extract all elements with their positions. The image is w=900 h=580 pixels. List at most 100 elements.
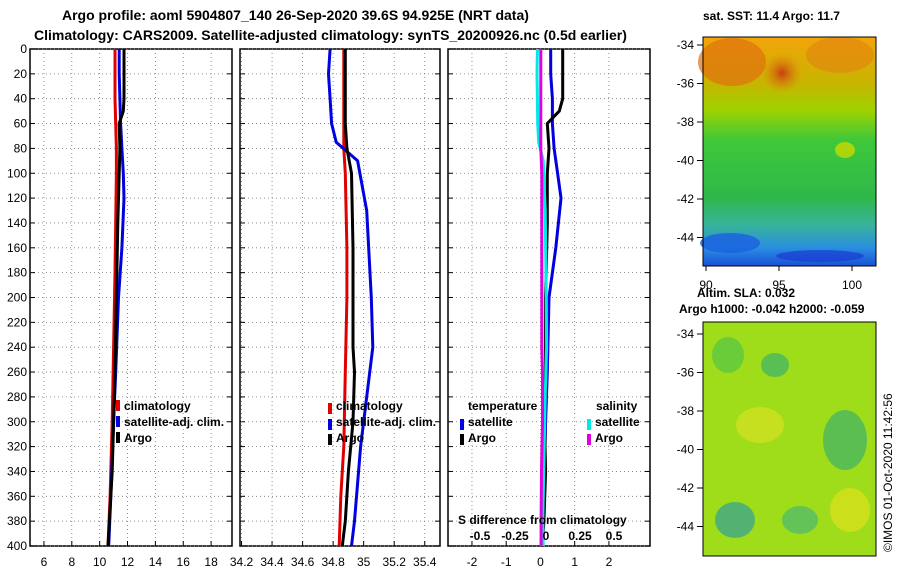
- x-tick-label: -2: [467, 555, 478, 569]
- depth-tick-label: 0: [20, 42, 27, 56]
- x-tick-label: 0: [537, 555, 544, 569]
- series-line-salinity-argo: [539, 49, 544, 546]
- sst-cold-patch-east: [776, 250, 864, 262]
- legend-label-temp-argo: Argo: [468, 431, 496, 445]
- lat-tick-label: -38: [677, 404, 695, 418]
- depth-tick-label: 260: [7, 365, 27, 379]
- lat-tick-label: -40: [677, 443, 695, 457]
- depth-tick-label: 140: [7, 216, 27, 230]
- depth-tick-label: 100: [7, 166, 27, 180]
- legend-label-climatology: climatology: [124, 399, 191, 413]
- salinity-diff-axis-title: S difference from climatology: [458, 513, 627, 527]
- x-tick-label: 18: [204, 555, 218, 569]
- figure-subtitle: Climatology: CARS2009. Satellite-adjuste…: [34, 27, 627, 43]
- sla-map: Altim. SLA: 0.032 Argo h1000: -0.042 h20…: [677, 286, 877, 557]
- lat-tick-label: -34: [677, 38, 695, 52]
- x-tick-label: 8: [68, 555, 75, 569]
- x-tick-label: 10: [93, 555, 107, 569]
- depth-tick-label: 280: [7, 390, 27, 404]
- series-line-argo: [340, 49, 356, 546]
- x-tick-label: -1: [501, 555, 512, 569]
- legend-swatch-satellite-adj: [116, 416, 120, 427]
- imos-credit: ©IMOS 01-Oct-2020 11:42:56: [881, 393, 895, 552]
- series-line-temperature-argo: [540, 49, 565, 546]
- sst-warm-patch-east: [806, 37, 874, 73]
- legend-label-satellite-adj: satellite-adj. clim.: [124, 415, 224, 429]
- salinity-diff-tick-label: -0.5: [470, 529, 491, 543]
- legend-label-argo: Argo: [336, 431, 364, 445]
- x-tick-label: 34.2: [230, 555, 254, 569]
- temperature-legend: climatology satellite-adj. clim. Argo: [116, 399, 224, 445]
- legend-label-argo: Argo: [124, 431, 152, 445]
- x-tick-label: 14: [149, 555, 163, 569]
- depth-tick-label: 400: [7, 539, 27, 553]
- salinity-diff-tick-label: 0.5: [606, 529, 623, 543]
- x-tick-label: 6: [41, 555, 48, 569]
- x-tick-label: 16: [177, 555, 191, 569]
- legend-swatch-temp-satellite: [460, 419, 464, 430]
- grid-layer: [30, 48, 650, 547]
- depth-tick-label: 20: [14, 67, 28, 81]
- sst-map: sat. SST: 11.4 Argo: 11.7 -34 -36 -38 -40 -4…: [677, 9, 877, 292]
- x-tick-labels: 6 8 10 12 14 16 18 34.2 34.4 34.6 34.8 35 35.2 35.4 -2…: [41, 555, 613, 569]
- sla-high-2: [830, 488, 870, 532]
- x-tick-label: 34.4: [260, 555, 284, 569]
- series-line-argo: [106, 49, 126, 546]
- legend-swatch-sal-argo: [587, 434, 591, 445]
- sla-low-5: [782, 506, 818, 534]
- profile-group: [327, 49, 375, 546]
- depth-tick-label: 340: [7, 464, 27, 478]
- sla-low-2: [761, 353, 789, 377]
- legend-swatch-temp-argo: [460, 434, 464, 445]
- salinity-diff-tick-label: 0: [543, 529, 550, 543]
- x-tick-label: 1: [571, 555, 578, 569]
- sla-low-1: [712, 337, 744, 373]
- legend-label-temp-satellite: satellite: [468, 415, 513, 429]
- salinity-legend: climatology satellite-adj. clim. Argo: [328, 399, 436, 445]
- series-line-salinity-satellite: [535, 49, 549, 546]
- series-line-climatology: [337, 49, 349, 546]
- depth-tick-label: 300: [7, 415, 27, 429]
- x-tick-label: 34.6: [291, 555, 315, 569]
- depth-tick-label: 160: [7, 241, 27, 255]
- lat-tick-label: -44: [677, 520, 695, 534]
- depth-tick-label: 360: [7, 489, 27, 503]
- sst-yellow-spot: [835, 142, 855, 158]
- depth-tick-label: 60: [14, 117, 28, 131]
- profile-lines: [106, 49, 565, 546]
- depth-tick-label: 40: [14, 92, 28, 106]
- depth-tick-label: 220: [7, 315, 27, 329]
- sla-low-3: [823, 410, 867, 470]
- x-tick-label: 35.2: [383, 555, 407, 569]
- sst-lon-ticks: 90 95 100: [699, 266, 862, 292]
- depth-tick-label: 320: [7, 440, 27, 454]
- figure-title: Argo profile: aoml 5904807_140 26-Sep-20…: [62, 7, 529, 23]
- lon-tick-label: 95: [772, 278, 786, 292]
- legend-heading-temperature: temperature: [468, 399, 538, 413]
- legend-swatch-climatology: [328, 403, 332, 414]
- series-line-satellite-adj-clim-: [327, 49, 375, 546]
- legend-label-sal-satellite: satellite: [595, 415, 640, 429]
- legend-swatch-argo: [328, 434, 332, 445]
- sst-warm-core: [762, 53, 802, 93]
- legend-label-sal-argo: Argo: [595, 431, 623, 445]
- legend-swatch-argo: [116, 432, 120, 443]
- sla-map-frame: [702, 321, 877, 557]
- sst-lat-ticks: -34 -36 -38 -40 -42 -44: [677, 38, 703, 245]
- depth-tick-label: 240: [7, 340, 27, 354]
- x-tick-label: 35.4: [413, 555, 437, 569]
- lon-tick-label: 90: [699, 278, 713, 292]
- x-tick-label: 34.8: [321, 555, 345, 569]
- lat-tick-label: -36: [677, 77, 695, 91]
- legend-swatch-sal-satellite: [587, 419, 591, 430]
- sst-cold-patch: [700, 233, 760, 253]
- sla-low-4: [715, 502, 755, 538]
- legend-label-satellite-adj: satellite-adj. clim.: [336, 415, 436, 429]
- lat-tick-label: -42: [677, 192, 695, 206]
- salinity-diff-tick-label: 0.25: [568, 529, 592, 543]
- lat-tick-label: -34: [677, 327, 695, 341]
- x-tick-label: 2: [606, 555, 613, 569]
- depth-tick-label: 180: [7, 266, 27, 280]
